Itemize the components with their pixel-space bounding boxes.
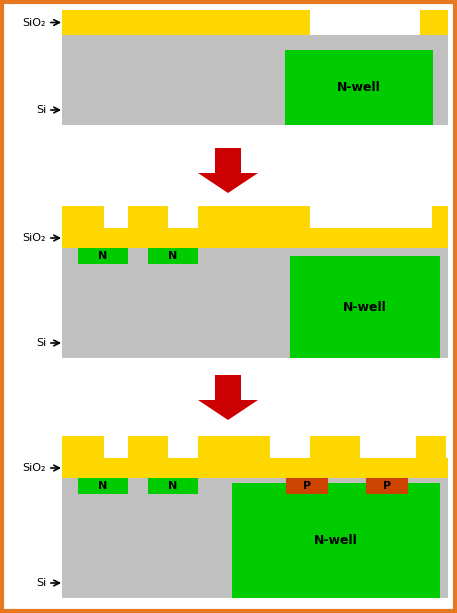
Text: P: P [383,481,391,491]
Bar [78,248,128,264]
Text: SiO₂: SiO₂ [22,463,46,473]
Text: N: N [98,251,108,261]
Bar [232,483,440,598]
Polygon shape [198,375,258,420]
Text: N-well: N-well [314,534,358,547]
Bar [366,478,408,494]
Bar [198,436,270,458]
Text: N: N [168,481,178,491]
Bar [62,458,448,478]
Bar [148,478,198,494]
Bar [420,10,448,35]
Bar [62,10,310,35]
Text: Si: Si [36,338,46,348]
Text: SiO₂: SiO₂ [22,18,46,28]
Bar [62,436,104,458]
Text: N: N [98,481,108,491]
Text: SiO₂: SiO₂ [22,233,46,243]
Bar [290,256,440,358]
Bar [148,248,198,264]
Bar [416,436,446,458]
Bar [78,478,128,494]
Bar [62,478,448,598]
Bar [285,50,433,125]
Bar [128,436,168,458]
Text: P: P [303,481,311,491]
Bar [198,206,310,228]
Polygon shape [198,148,258,193]
Bar [432,206,448,228]
Bar [62,248,448,358]
Bar [128,206,168,228]
Text: Si: Si [36,105,46,115]
Bar [62,206,104,228]
Text: N-well: N-well [337,81,381,94]
Text: N-well: N-well [343,300,387,313]
Bar [62,228,448,248]
Bar [310,436,360,458]
Bar [62,35,448,125]
Text: N: N [168,251,178,261]
Text: Si: Si [36,578,46,588]
Bar [286,478,328,494]
